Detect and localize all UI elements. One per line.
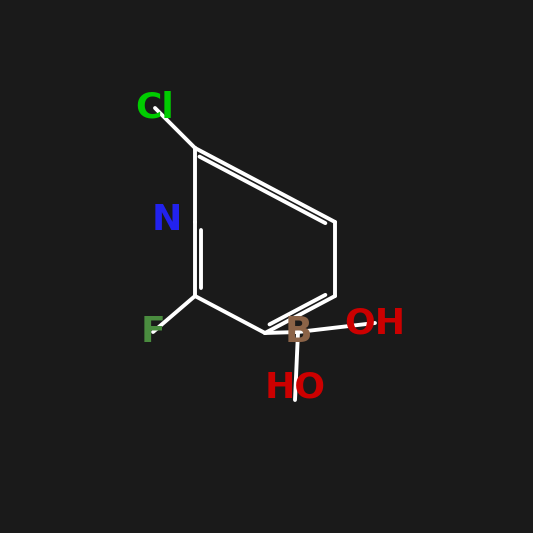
Text: B: B — [284, 315, 312, 349]
Text: Cl: Cl — [135, 91, 174, 125]
Text: OH: OH — [344, 306, 406, 340]
Text: N: N — [152, 203, 182, 237]
Text: F: F — [141, 315, 165, 349]
Text: HO: HO — [264, 371, 326, 405]
